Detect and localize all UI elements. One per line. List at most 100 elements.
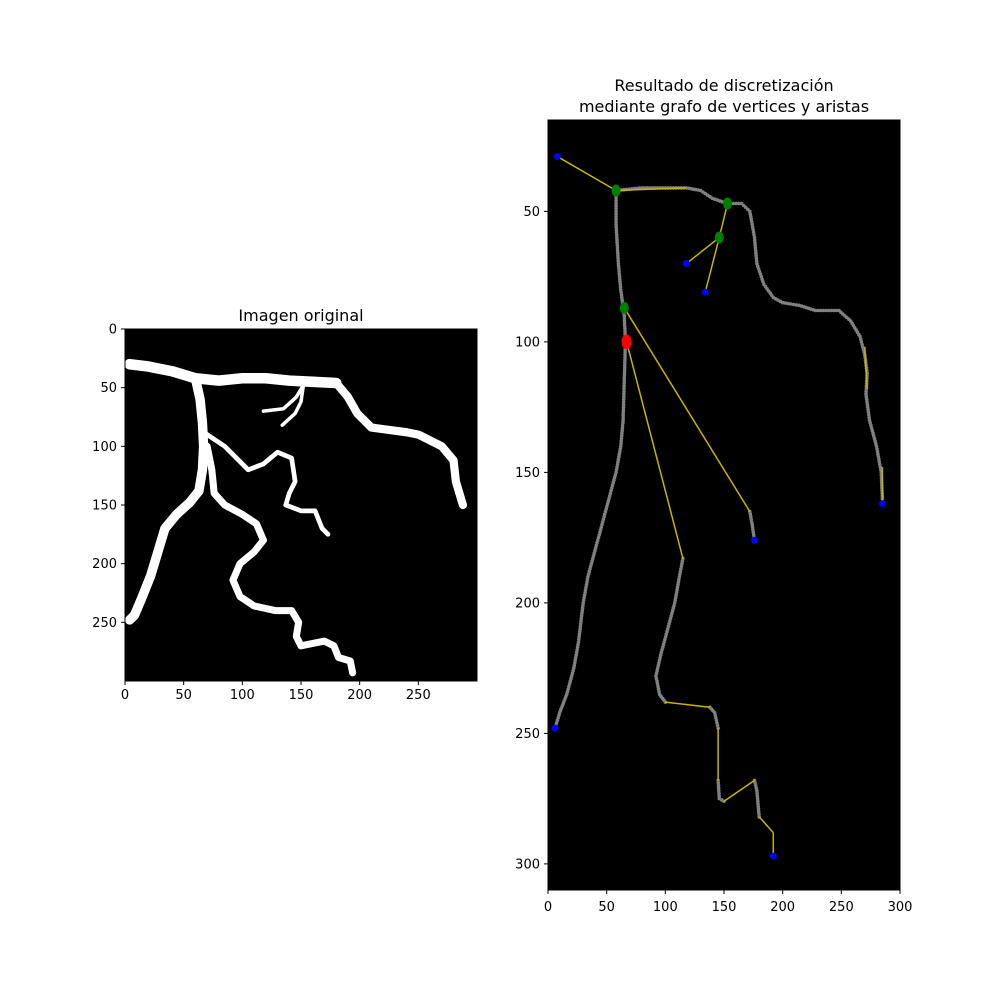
skeleton-pixel <box>615 248 620 253</box>
skeleton-pixel <box>622 314 627 318</box>
skeleton-pixel <box>578 624 583 629</box>
graph-title: Resultado de discretización mediante graf… <box>579 76 869 116</box>
skeleton-pixel <box>829 308 833 313</box>
skeleton-pixel <box>614 206 618 211</box>
skeleton-pixel <box>734 201 738 206</box>
endpoint-vertex <box>769 852 777 860</box>
skeleton-pixel <box>674 590 679 595</box>
skeleton-pixel <box>813 308 818 313</box>
skeleton-pixel <box>755 796 760 801</box>
skeleton-pixel <box>619 441 623 446</box>
skeleton-pixel <box>716 783 721 788</box>
skeleton-pixel <box>619 436 624 441</box>
skeleton-pixel <box>614 225 618 229</box>
skeleton-pixel <box>786 301 790 306</box>
skeleton-pixel <box>622 389 626 394</box>
skeleton-pixel <box>821 308 826 313</box>
skeleton-pixel <box>588 567 592 571</box>
skeleton-pixel <box>578 627 582 631</box>
graph-edge <box>723 779 755 802</box>
skeleton-pixel <box>622 366 627 370</box>
skeleton-pixel <box>619 293 624 297</box>
skeleton-pixel <box>717 789 721 793</box>
junction-vertex <box>714 231 724 244</box>
y-tick-label: 100 <box>515 335 540 350</box>
skeleton-pixel <box>864 392 868 396</box>
skeleton-pixel <box>622 379 627 383</box>
skeleton-pixel <box>716 786 721 790</box>
graph-panel: Resultado de discretización mediante graf… <box>515 76 912 915</box>
skeleton-pixel <box>622 384 626 389</box>
skeleton-pixel <box>620 431 624 436</box>
skeleton-pixel <box>864 389 868 394</box>
skeleton-pixel <box>615 243 620 248</box>
skeleton-pixel <box>614 196 618 201</box>
skeleton-pixel <box>621 405 626 409</box>
skeleton-pixel <box>616 261 621 266</box>
skeleton-pixel <box>749 514 753 519</box>
skeleton-pixel <box>756 802 760 806</box>
original-image-y-axis: 0 50 100 150 200 250 <box>92 323 125 631</box>
skeleton-pixel <box>864 397 869 402</box>
skeleton-pixel <box>818 308 823 313</box>
x-tick-label: 100 <box>230 688 255 703</box>
skeleton-pixel <box>878 462 882 467</box>
skeleton-pixel <box>577 635 581 639</box>
x-tick-label: 50 <box>598 900 615 915</box>
graph-background <box>548 120 900 890</box>
graph-edge <box>685 236 720 265</box>
skeleton-pixel <box>614 214 618 219</box>
junction-vertex <box>619 301 629 314</box>
skeleton-pixel <box>655 668 659 673</box>
y-tick-label: 200 <box>515 596 540 611</box>
skeleton-pixel <box>577 632 582 636</box>
skeleton-pixel <box>715 721 719 725</box>
vessel-segment <box>332 378 468 510</box>
graph-edge <box>557 155 617 192</box>
skeleton-pixel <box>716 778 720 783</box>
y-tick-label: 300 <box>515 857 540 872</box>
skeleton-pixel <box>618 277 622 282</box>
graph-x-axis: 0 50 100 150 200 250 300 <box>544 890 912 915</box>
skeleton-pixel <box>834 308 839 313</box>
endpoint-vertex <box>701 288 709 296</box>
skeleton-pixel <box>832 308 836 313</box>
graph-y-axis: 50 100 150 200 250 300 <box>515 205 548 872</box>
skeleton-pixel <box>580 611 584 616</box>
vessel-segment <box>280 383 306 427</box>
skeleton-pixel <box>623 355 627 360</box>
graph-edge <box>665 701 711 709</box>
skeleton-pixel <box>616 256 620 261</box>
x-tick-label: 200 <box>770 900 795 915</box>
skeleton-pixel <box>616 251 620 255</box>
skeleton-pixel <box>621 415 625 420</box>
skeleton-pixel <box>621 410 626 415</box>
skeleton-pixel <box>661 642 666 647</box>
skeleton-pixel <box>623 358 627 362</box>
skeleton-pixel <box>750 525 755 529</box>
skeleton-pixel <box>618 280 622 284</box>
skeleton-pixel <box>571 668 575 673</box>
skeleton-pixel <box>752 238 757 242</box>
graph-title-line: Resultado de discretización <box>614 76 833 95</box>
skeleton-pixel <box>614 230 619 234</box>
skeleton-pixel <box>622 381 626 386</box>
skeleton-pixel <box>616 259 620 263</box>
skeleton-pixel <box>783 301 788 305</box>
skeleton-pixel <box>609 488 613 493</box>
skeleton-pixel <box>614 220 618 224</box>
skeleton-pixel <box>619 439 623 443</box>
skeleton-pixel <box>753 243 757 248</box>
vessel-segment <box>124 358 342 389</box>
skeleton-pixel <box>621 421 625 425</box>
skeleton-pixel <box>618 285 623 289</box>
original-image-title: Imagen original <box>238 306 363 325</box>
skeleton-pixel <box>717 794 721 798</box>
skeleton-pixel <box>824 308 828 313</box>
vessel-mask <box>124 358 468 677</box>
skeleton-pixel <box>622 316 627 321</box>
skeleton-pixel <box>752 235 757 240</box>
skeleton-pixel <box>668 616 673 621</box>
skeleton-pixel <box>623 353 627 357</box>
